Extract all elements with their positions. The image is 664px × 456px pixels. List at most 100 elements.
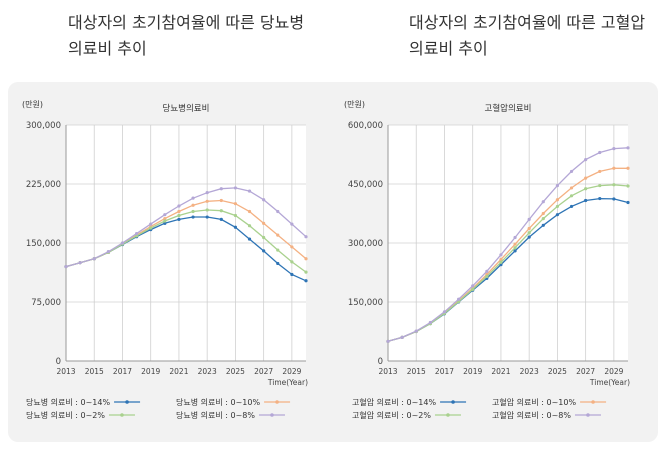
diabetes-series-line-3 [65, 187, 307, 268]
hypertension-xtick-label-0: 2013 [378, 367, 397, 376]
diabetes-point-0-15 [276, 261, 280, 266]
diabetes-title: 당뇨병의료비 [163, 103, 210, 114]
diabetes-point-0-11 [219, 217, 223, 221]
diabetes-xtick-label-4: 2021 [169, 367, 188, 376]
hypertension-legend-label-1: 고혈압 의료비 : 0~10% [492, 397, 576, 407]
hypertension-point-0-12 [555, 213, 560, 217]
hypertension-point-3-0 [386, 339, 390, 343]
hypertension-xtick-label-6: 2025 [548, 367, 567, 376]
hypertension-point-1-15 [598, 169, 602, 174]
diabetes-point-2-12 [233, 213, 238, 218]
diabetes-point-1-9 [191, 203, 195, 207]
hypertension-point-3-14 [584, 158, 588, 162]
hypertension-point-1-11 [541, 211, 545, 216]
diabetes-chart: 0 75,000 150,000 225,000 300,000 2013 2015 2017… [22, 100, 308, 420]
hypertension-ytick-label-2: 300,000 [348, 239, 383, 249]
hypertension-point-3-8 [499, 253, 503, 257]
hypertension-point-2-11 [541, 217, 545, 221]
diabetes-point-0-13 [247, 237, 252, 241]
hypertension-point-1-9 [513, 242, 517, 246]
diabetes-point-2-5 [134, 234, 139, 238]
hypertension-point-3-4 [442, 310, 447, 314]
hypertension-point-0-17 [626, 200, 630, 205]
hypertension-xtick-label-4: 2021 [491, 367, 510, 376]
diabetes-xtick-label-3: 2019 [141, 367, 160, 376]
hypertension-point-1-10 [527, 226, 531, 231]
hypertension-legend-marker-1 [591, 400, 595, 404]
hypertension-point-3-5 [456, 297, 461, 301]
diabetes-point-3-10 [205, 191, 209, 195]
diabetes-point-2-8 [177, 213, 181, 218]
hypertension-point-3-7 [485, 269, 489, 273]
hypertension-point-3-16 [612, 147, 616, 151]
hypertension-ytick-label-1: 150,000 [348, 298, 383, 308]
hypertension-point-3-2 [414, 329, 418, 333]
hypertension-xtick-label-3: 2019 [463, 367, 482, 376]
diabetes-ytick-label-4: 300,000 [26, 121, 61, 131]
diabetes-point-1-8 [177, 209, 181, 214]
diabetes-point-3-16 [290, 222, 294, 226]
diabetes-point-3-5 [134, 231, 139, 236]
hypertension-xtick-label-1: 2015 [407, 367, 426, 376]
hypertension-ytick-label-0: 0 [378, 357, 383, 367]
diabetes-legend-marker-3 [270, 413, 274, 417]
diabetes-point-1-12 [233, 202, 238, 206]
hypertension-point-2-15 [598, 183, 602, 188]
hypertension-point-0-13 [569, 204, 574, 209]
hypertension-legend-marker-0 [451, 400, 455, 404]
diabetes-point-0-17 [304, 279, 308, 283]
diabetes-point-3-11 [219, 187, 223, 191]
diabetes-point-1-13 [247, 209, 252, 214]
diabetes-point-3-15 [276, 209, 280, 214]
left-caption-line-2: 의료비 추이 [68, 39, 147, 58]
diabetes-point-0-10 [205, 215, 209, 219]
hypertension-point-2-14 [584, 187, 588, 191]
diabetes-xtick-label-7: 2027 [254, 367, 273, 376]
hypertension-legend-marker-3 [586, 413, 590, 417]
hypertension-title: 고혈압의료비 [485, 103, 532, 114]
hypertension-point-2-13 [569, 194, 574, 198]
hypertension-point-1-14 [584, 176, 588, 180]
diabetes-legend-label-2: 당뇨병 의료비 : 0~2% [26, 410, 105, 420]
diabetes-point-3-12 [233, 186, 238, 190]
diabetes-point-3-8 [177, 204, 181, 208]
diabetes-point-3-9 [191, 196, 195, 200]
hypertension-point-2-8 [499, 260, 503, 264]
diabetes-xtick-label-8: 2029 [282, 367, 301, 376]
hypertension-point-1-17 [626, 166, 630, 170]
diabetes-point-3-3 [106, 250, 110, 254]
hypertension-xtick-label-2: 2017 [435, 367, 454, 376]
hypertension-point-1-8 [499, 257, 503, 262]
diabetes-point-3-13 [247, 189, 252, 193]
hypertension-point-1-12 [555, 198, 560, 202]
diabetes-point-3-2 [92, 257, 96, 261]
right-caption-line-1: 대상자의 초기참여율에 따른 고혈압 [409, 13, 646, 32]
hypertension-legend-marker-2 [446, 413, 450, 417]
diabetes-point-0-7 [163, 221, 167, 225]
diabetes-ytick-label-3: 225,000 [26, 180, 61, 190]
diabetes-point-2-11 [219, 209, 223, 213]
diabetes-point-0-16 [290, 272, 294, 277]
diabetes-point-2-16 [290, 260, 294, 264]
diabetes-point-2-9 [191, 209, 195, 214]
hypertension-point-3-1 [400, 335, 404, 339]
hypertension-point-3-9 [513, 235, 517, 240]
diabetes-point-3-14 [262, 198, 266, 202]
diabetes-ylabel: (만원) [22, 100, 43, 109]
diabetes-xtick-label-6: 2025 [226, 367, 245, 376]
diabetes-xtick-label-0: 2013 [56, 367, 75, 376]
hypertension-point-2-12 [555, 204, 560, 209]
diabetes-legend-label-3: 당뇨병 의료비 : 0~8% [176, 410, 255, 420]
hypertension-point-0-10 [527, 235, 531, 239]
hypertension-chart: 0 150,000 300,000 450,000 600,000 2013 2015 201… [344, 100, 630, 420]
diabetes-point-1-14 [262, 221, 266, 225]
hypertension-legend-label-3: 고혈압 의료비 : 0~8% [492, 410, 571, 420]
diabetes-point-2-7 [163, 219, 167, 223]
hypertension-point-2-7 [485, 274, 489, 279]
diabetes-legend-marker-2 [120, 413, 124, 417]
diabetes-xtick-label-5: 2023 [198, 367, 217, 376]
diabetes-point-3-6 [149, 222, 153, 226]
diabetes-xlabel: Time(Year) [267, 378, 308, 387]
hypertension-point-2-9 [513, 246, 517, 250]
